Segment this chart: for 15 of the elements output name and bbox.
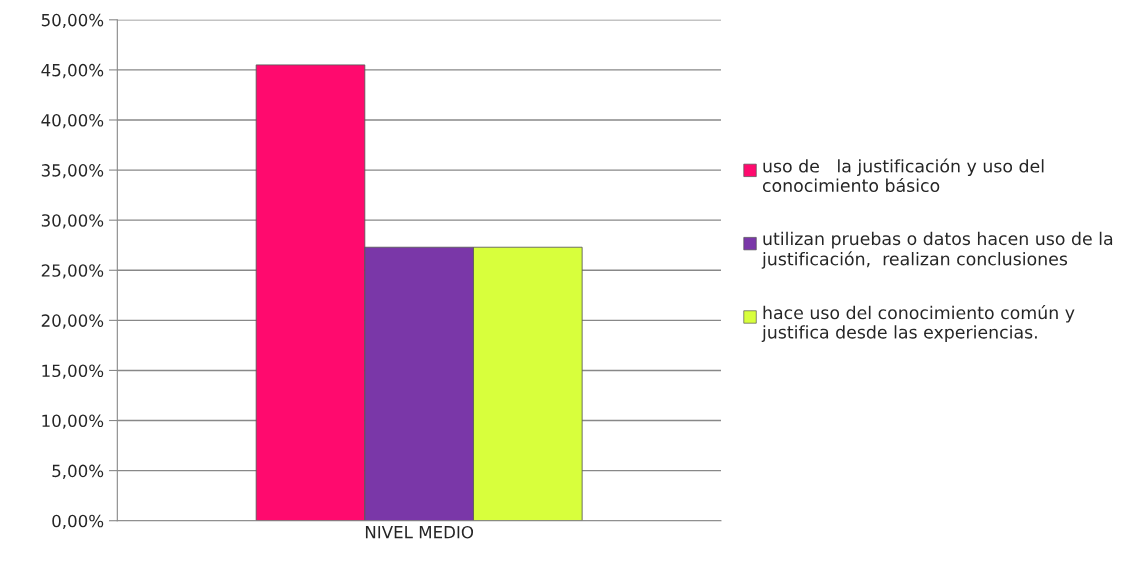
x-tick-label: NIVEL MEDIO — [365, 525, 474, 539]
y-tick-label: 25,00% — [41, 264, 104, 279]
y-tick-label: 45,00% — [41, 63, 104, 79]
y-tick-label: 5,00% — [52, 464, 104, 479]
y-tick-label: 0,00% — [52, 514, 104, 529]
y-tick-label: 35,00% — [41, 164, 104, 179]
y-tick-label: 40,00% — [41, 113, 104, 129]
y-tick-label: 50,00% — [41, 13, 104, 29]
legend-label: uso de la justificación y uso del conocimiento básico — [762, 158, 1044, 193]
y-tick-label: 15,00% — [42, 364, 104, 379]
y-tick-label: 10,00% — [42, 414, 104, 429]
y-tick-label: 30,00% — [41, 214, 104, 229]
legend-label: hace uso del conocimiento común y justifica desde las experiencias. — [761, 305, 1075, 343]
y-tick-label: 20,00% — [41, 314, 104, 329]
legend-label: utilizan pruebas o datos hacen uso de la justificación, realizan conclusiones — [761, 231, 1113, 269]
